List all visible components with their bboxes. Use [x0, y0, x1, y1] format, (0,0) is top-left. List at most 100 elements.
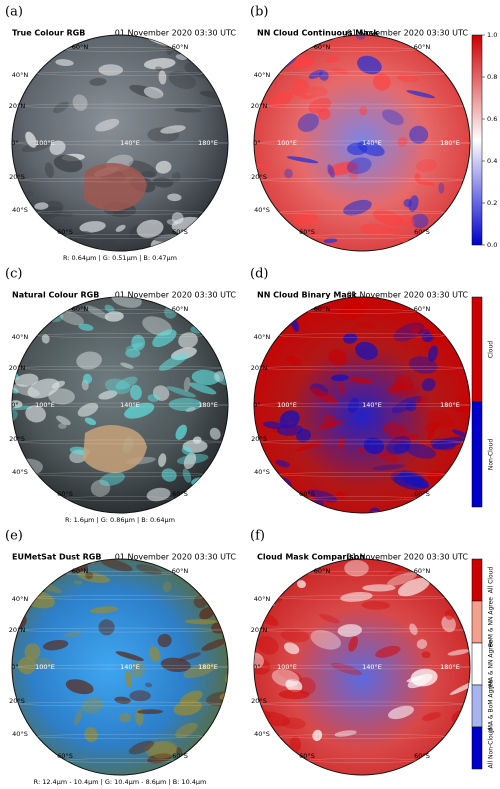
texture	[10, 222, 24, 229]
lat-label: 60°S	[299, 752, 315, 760]
panel-letter: (c)	[5, 267, 22, 282]
lon-label: 140°E	[120, 663, 140, 671]
texture	[219, 312, 243, 326]
lon-label: 140°E	[120, 401, 140, 409]
texture	[228, 771, 253, 785]
texture	[424, 500, 433, 509]
panel-letter: (b)	[250, 5, 268, 20]
lat-label: 60°S	[57, 752, 73, 760]
texture	[227, 483, 239, 492]
texture	[228, 657, 244, 666]
colorbar-class-label: All Cloud	[488, 567, 495, 594]
colorbar-class	[472, 297, 482, 402]
lat-label: 40°N	[12, 595, 29, 603]
lat-label: 60°S	[414, 490, 430, 498]
texture	[268, 305, 299, 321]
texture	[372, 521, 407, 541]
lon-label: 180°E	[440, 663, 460, 671]
caption: R: 0.64μm | G: 0.51μm | B: 0.47μm	[63, 254, 177, 262]
texture	[495, 599, 500, 616]
lon-label: 180°E	[440, 139, 460, 147]
texture	[229, 197, 243, 215]
lon-label: 180°E	[198, 401, 218, 409]
texture	[0, 511, 11, 527]
lat-label: 0°	[253, 663, 260, 671]
texture	[77, 264, 109, 282]
texture	[405, 528, 423, 537]
texture	[0, 565, 5, 578]
lon-label: 140°E	[362, 401, 382, 409]
texture	[22, 489, 48, 503]
texture	[393, 531, 415, 540]
lat-label: 60°S	[414, 228, 430, 236]
caption: R: 12.4μm - 10.4μm | G: 10.4μm - 8.6μm |…	[34, 778, 207, 785]
lon-label: 180°E	[198, 139, 218, 147]
lat-label: 60°S	[172, 490, 188, 498]
texture	[362, 517, 373, 526]
lat-label: 60°S	[299, 228, 315, 236]
texture	[0, 210, 31, 240]
lat-label: 40°S	[12, 730, 28, 738]
texture	[486, 121, 500, 141]
texture	[212, 54, 246, 77]
texture	[116, 533, 147, 549]
texture	[25, 564, 33, 571]
texture	[201, 304, 234, 327]
texture	[74, 580, 83, 584]
lat-label: 60°S	[299, 490, 315, 498]
texture	[240, 496, 264, 509]
lat-label: 0°	[253, 139, 260, 147]
colorbar-class-label: All Non-Cloud	[488, 728, 495, 769]
texture	[38, 494, 56, 507]
texture	[385, 12, 399, 21]
texture	[230, 159, 256, 175]
texture	[496, 270, 500, 283]
texture	[222, 568, 252, 582]
texture	[71, 271, 84, 281]
lat-label: 20°N	[251, 102, 268, 110]
lat-label: 60°N	[314, 43, 331, 51]
texture	[358, 447, 364, 454]
texture	[0, 135, 3, 154]
colorbar-tick-label: 0.6	[487, 115, 497, 123]
lon-label: 100°E	[277, 401, 297, 409]
texture	[446, 233, 455, 244]
texture	[417, 519, 435, 540]
lat-label: 40°N	[254, 71, 271, 79]
lat-label: 20°S	[9, 697, 25, 705]
panel-title: Natural Colour RGB	[12, 291, 99, 300]
texture	[482, 209, 500, 227]
texture	[432, 236, 442, 253]
texture	[35, 502, 53, 520]
texture	[214, 515, 240, 534]
lon-label: 100°E	[35, 139, 55, 147]
lon-label: 100°E	[35, 663, 55, 671]
texture	[448, 219, 470, 238]
texture	[262, 303, 292, 307]
lat-label: 40°N	[254, 595, 271, 603]
lat-label: 60°N	[414, 567, 431, 575]
texture	[169, 398, 202, 411]
texture	[237, 743, 265, 758]
colorbar-class	[472, 601, 482, 643]
texture	[292, 776, 319, 785]
lat-label: 40°S	[12, 468, 28, 476]
caption: R: 1.6μm | G: 0.86μm | B: 0.64μm	[65, 516, 175, 524]
lat-label: 60°S	[414, 752, 430, 760]
texture	[235, 680, 243, 690]
colorbar	[472, 35, 482, 245]
lat-label: 0°	[253, 401, 260, 409]
lat-label: 60°N	[72, 43, 89, 51]
texture	[218, 591, 234, 599]
colorbar-class-label: JMA & BoM Agree	[488, 680, 495, 733]
lat-label: 60°S	[172, 752, 188, 760]
lat-label: 60°N	[172, 43, 189, 51]
texture	[211, 517, 224, 534]
texture	[396, 247, 431, 272]
lat-label: 60°N	[314, 305, 331, 313]
lat-label: 60°N	[72, 567, 89, 575]
panel-letter: (e)	[5, 529, 23, 544]
texture	[266, 234, 298, 248]
lat-label: 20°N	[9, 626, 26, 634]
